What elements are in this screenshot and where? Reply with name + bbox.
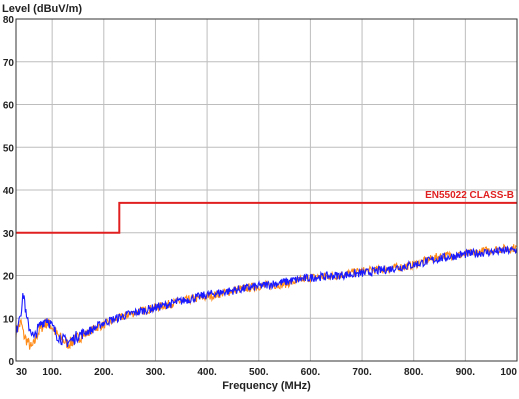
x-tick-label: 30 [16,367,28,378]
limit-line [16,201,517,234]
x-tick-label: 500. [249,367,269,378]
y-tick-label: 20 [3,272,15,283]
x-tick-label: 100. [42,367,62,378]
y-axis-title: Level (dBuV/m) [2,3,82,15]
x-axis-title: Frequency (MHz) [222,380,311,392]
y-tick-label: 50 [3,143,15,154]
y-tick-label: 30 [3,229,15,240]
y-tick-label: 0 [8,357,14,368]
x-tick-label: 100 [500,367,517,378]
y-tick-label: 40 [3,186,15,197]
limit-layer [16,201,517,234]
y-tick-label: 10 [3,314,15,325]
plot-frame [15,18,518,362]
x-ticks: 30 100. 200. 300. 400. 500. 600. 700. 800. 900. 10… [16,367,517,378]
x-tick-label: 300. [146,367,166,378]
y-tick-label: 60 [3,101,15,112]
x-tick-label: 900. [456,367,476,378]
series-layer [15,243,518,350]
x-tick-label: 700. [352,367,372,378]
x-tick-label: 200. [94,367,114,378]
limit-line-label: EN55022 CLASS-B [425,190,514,201]
series-line-0 [15,245,518,348]
x-tick-label: 800. [404,367,424,378]
x-tick-label: 600. [301,367,321,378]
x-tick-label: 400. [197,367,217,378]
y-tick-label: 70 [3,58,15,69]
y-tick-label: 80 [3,15,15,26]
y-ticks: 0 10 20 30 40 50 60 70 80 [3,15,15,368]
